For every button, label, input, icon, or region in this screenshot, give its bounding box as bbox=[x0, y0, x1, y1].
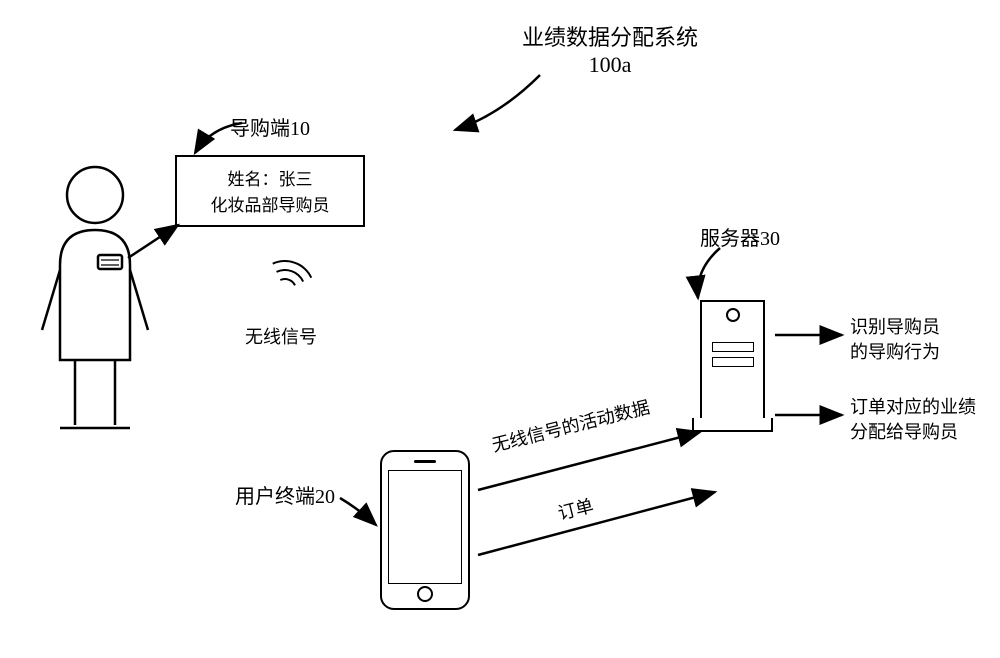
person-icon bbox=[42, 167, 148, 428]
diagram-canvas bbox=[0, 0, 1000, 658]
